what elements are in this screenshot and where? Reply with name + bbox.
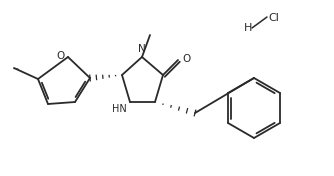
Text: [14, 68]: [14, 68] (13, 67, 18, 69)
Text: HN: HN (112, 104, 127, 114)
Text: H: H (244, 23, 252, 33)
Text: O: O (57, 51, 65, 61)
Text: N: N (138, 44, 146, 54)
Text: O: O (182, 54, 190, 64)
Text: Cl: Cl (268, 13, 279, 23)
